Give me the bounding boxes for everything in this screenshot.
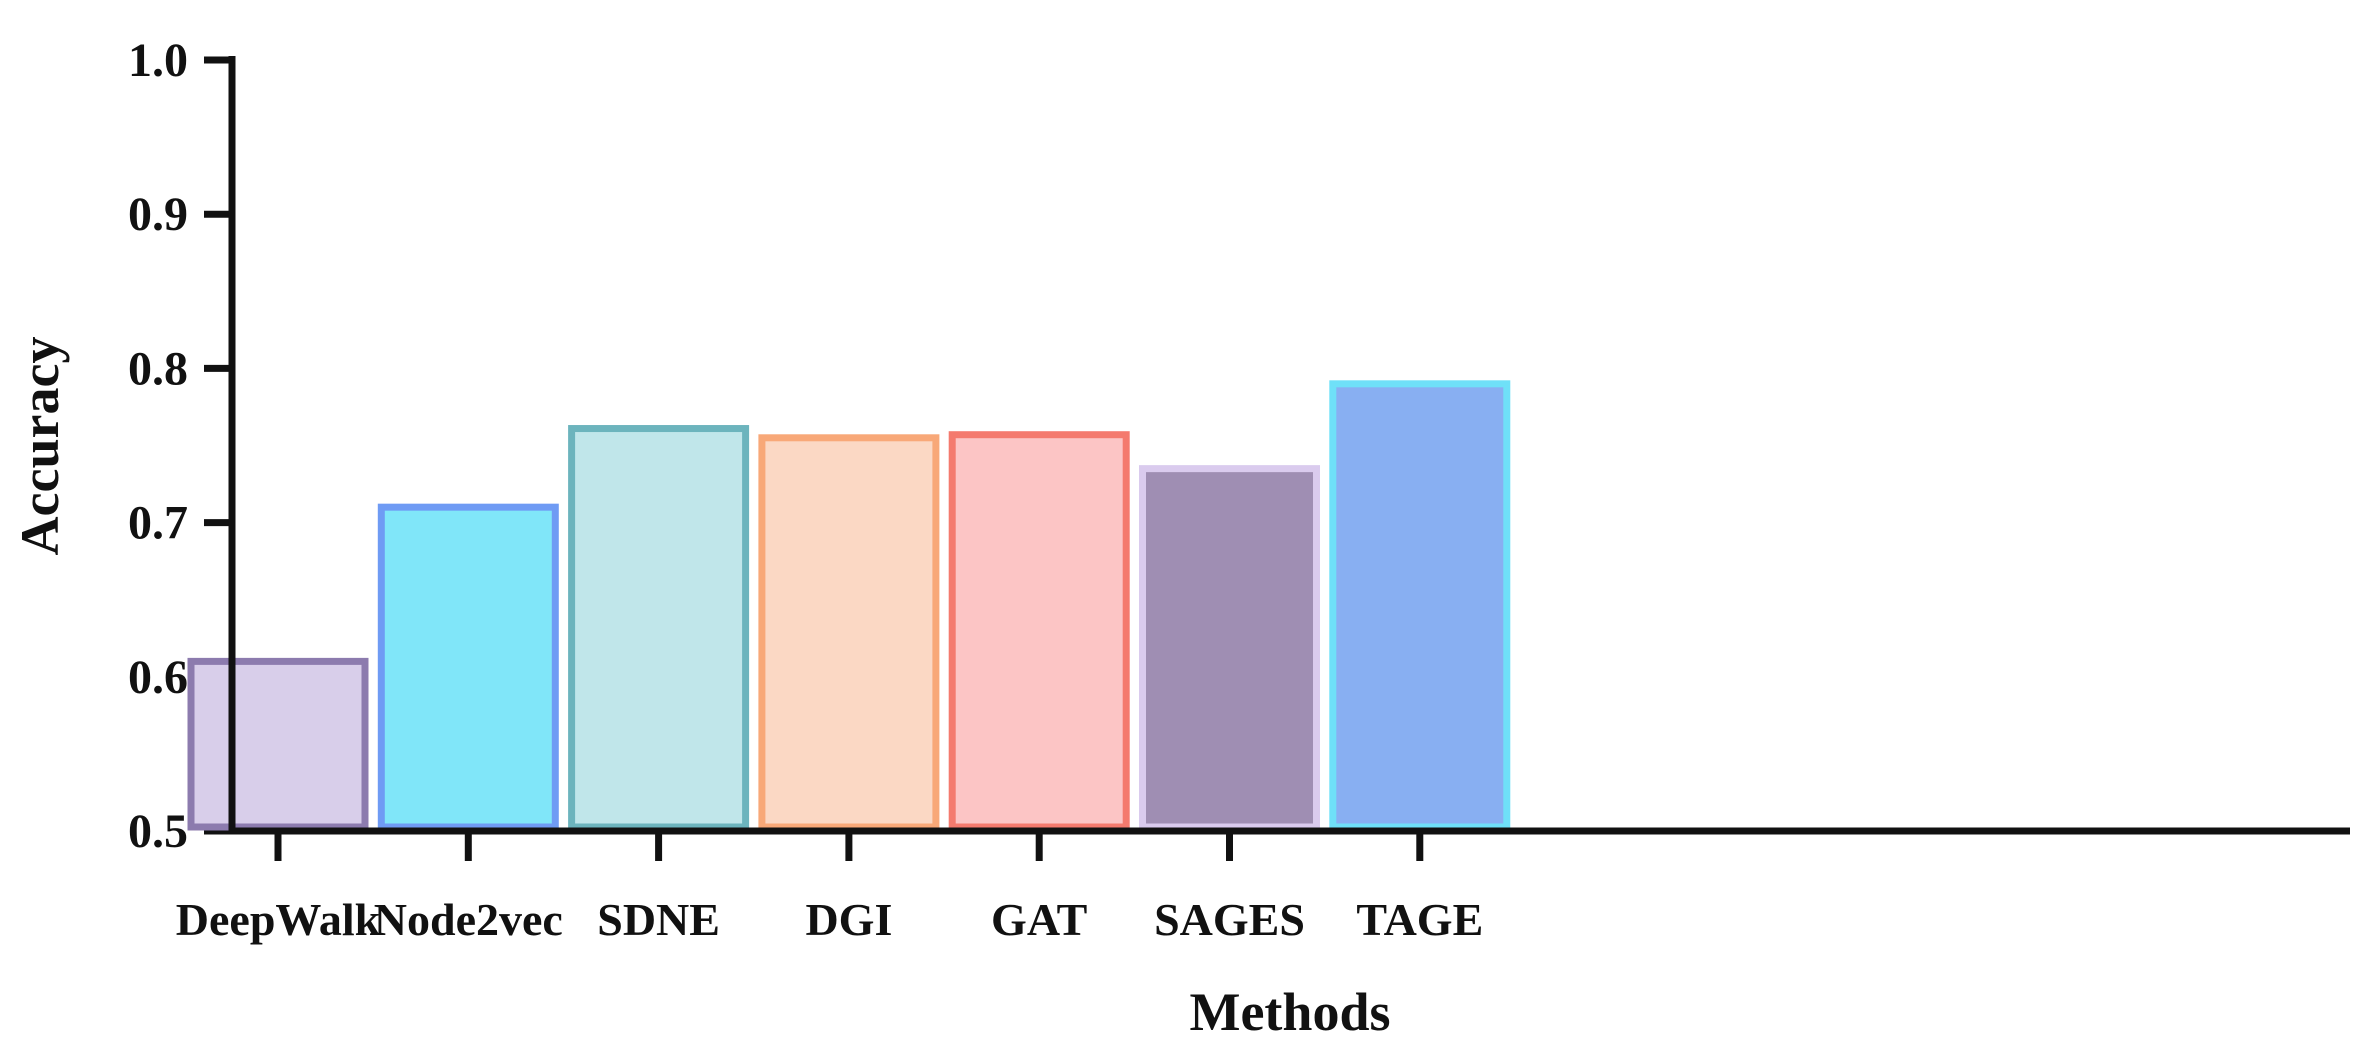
x-category-label: Node2vec xyxy=(374,894,563,945)
x-axis-title: Methods xyxy=(1190,982,1391,1042)
bar-dgi xyxy=(758,434,940,831)
x-category-label: SAGES xyxy=(1154,894,1305,945)
bar-tage xyxy=(1329,380,1511,831)
bar-deepwalk xyxy=(187,657,369,831)
x-category-label: TAGE xyxy=(1356,894,1483,945)
x-category-label: DGI xyxy=(805,894,892,945)
y-axis-ticks: 0.5 0.6 0.7 0.8 0.9 1.0 xyxy=(128,34,232,858)
y-tick-label: 0.8 xyxy=(128,342,188,395)
y-tick-label: 0.6 xyxy=(128,651,188,704)
x-category-label: DeepWalk xyxy=(176,894,381,945)
y-tick-label: 1.0 xyxy=(128,34,188,87)
x-category-label: SDNE xyxy=(597,894,720,945)
bar-sdne xyxy=(568,425,750,831)
y-tick-label: 0.5 xyxy=(128,805,188,858)
x-category-label: GAT xyxy=(991,894,1087,945)
y-tick-label: 0.9 xyxy=(128,188,188,241)
y-axis-title: Accuracy xyxy=(10,337,70,556)
bars xyxy=(187,380,1511,831)
bar-gat xyxy=(948,431,1130,831)
bar-sages xyxy=(1139,465,1320,831)
y-tick-label: 0.7 xyxy=(128,497,188,550)
bar-node2vec xyxy=(377,503,559,831)
